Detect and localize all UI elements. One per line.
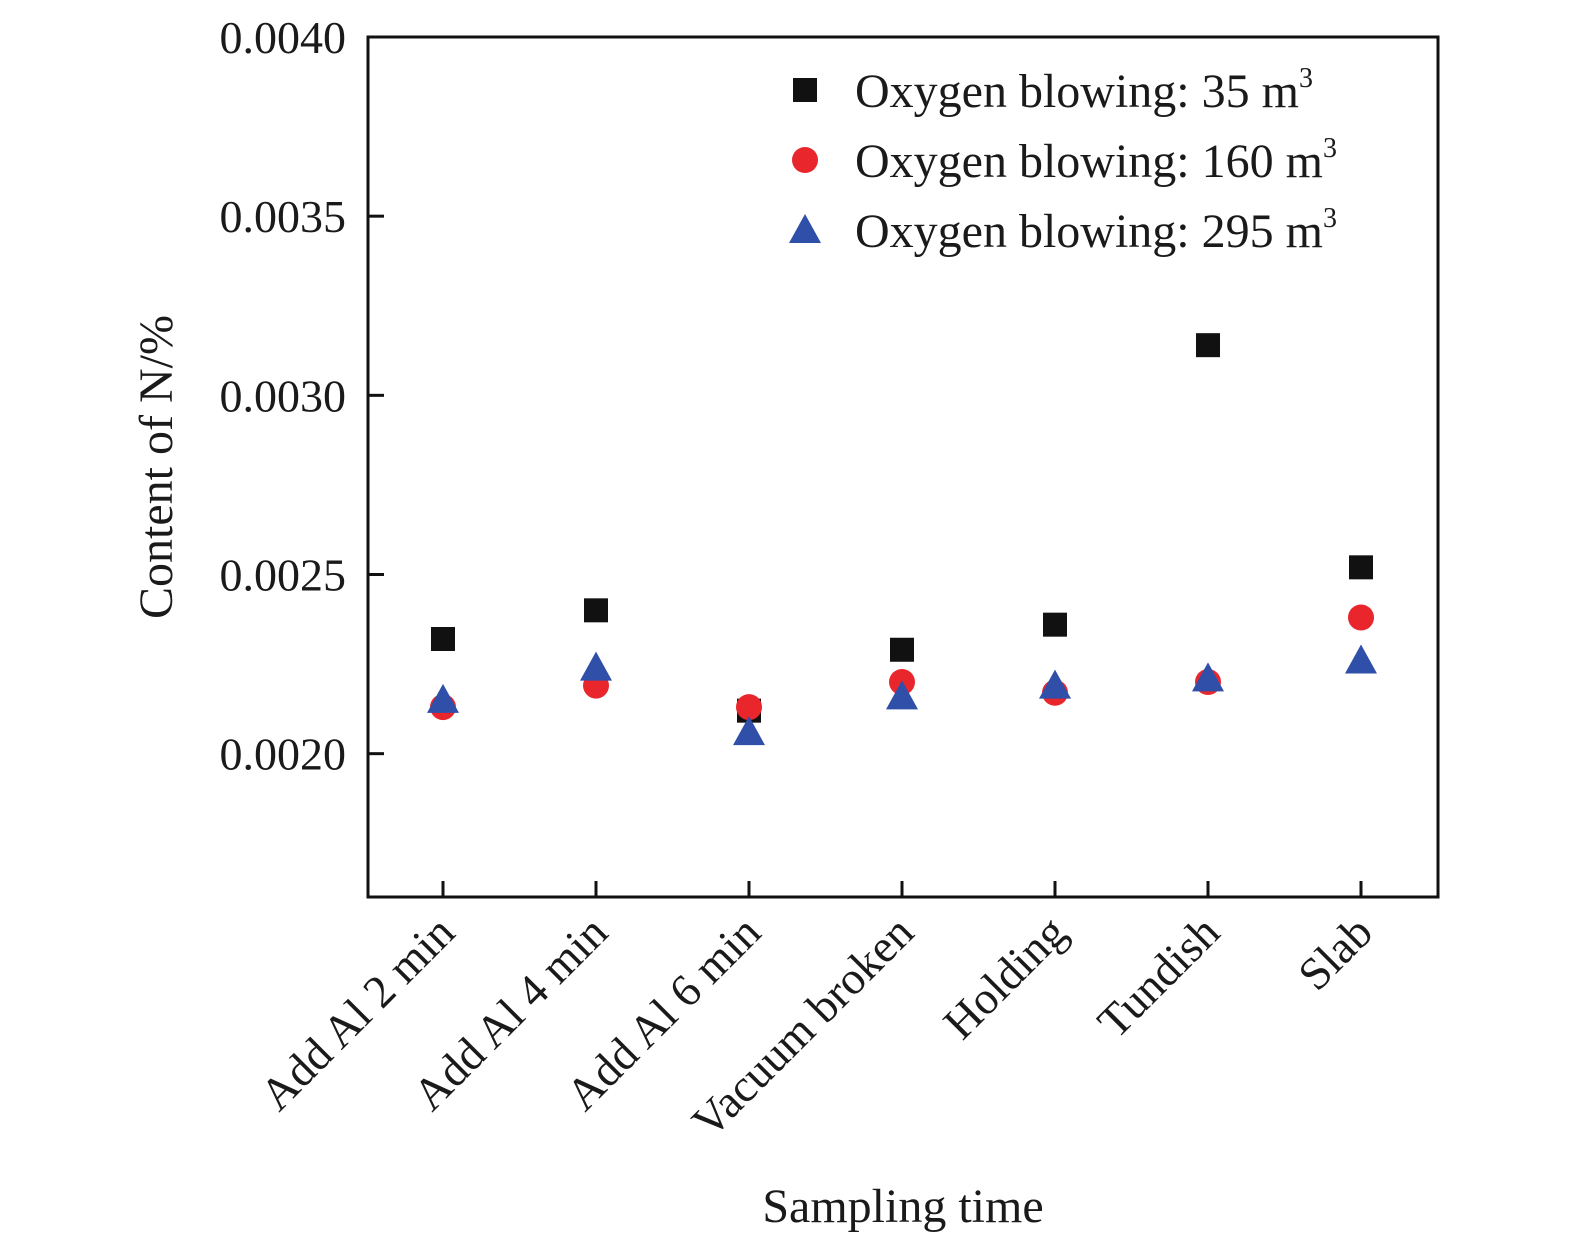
y-axis-title: Content of N/% (130, 315, 183, 619)
legend: Oxygen blowing: 35 m3 Oxygen blowing: 160… (789, 63, 1337, 258)
x-tick-label: Tundish (1088, 906, 1230, 1048)
y-tick-label: 0.0020 (220, 729, 347, 780)
x-tick-label: Slab (1288, 906, 1382, 1000)
data-point-series-2 (1348, 604, 1374, 631)
data-point-series-3 (427, 683, 459, 713)
y-tick-label: 0.0025 (220, 550, 347, 601)
legend-label-series-1: Oxygen blowing: 35 m3 (855, 63, 1313, 118)
data-point-series-1 (1349, 555, 1373, 580)
data-points (427, 333, 1377, 746)
y-tick-label: 0.0035 (220, 191, 347, 242)
data-point-series-1 (890, 637, 914, 662)
y-tick-label: 0.0040 (220, 12, 347, 63)
x-axis-title: Sampling time (762, 1180, 1043, 1233)
legend-label-series-2: Oxygen blowing: 160 m3 (855, 133, 1337, 188)
data-point-series-3 (733, 716, 765, 746)
legend-marker-series-2 (792, 147, 818, 173)
data-point-series-3 (580, 651, 612, 681)
data-point-series-1 (431, 627, 455, 651)
data-point-series-1 (1043, 612, 1067, 637)
legend-marker-series-3 (789, 214, 821, 243)
data-point-series-1 (1196, 333, 1220, 358)
data-point-series-2 (736, 694, 762, 721)
y-axis: 0.0020 0.0025 0.0030 0.0035 0.0040 (220, 12, 384, 780)
x-tick-label: Holding (933, 906, 1076, 1049)
data-point-series-3 (1039, 669, 1071, 699)
legend-label-series-3: Oxygen blowing: 295 m3 (855, 203, 1337, 258)
data-point-series-3 (1192, 662, 1224, 692)
y-tick-label: 0.0030 (220, 370, 347, 421)
data-point-series-1 (584, 598, 608, 623)
data-point-series-3 (1345, 644, 1377, 674)
legend-marker-series-1 (793, 78, 817, 102)
data-point-series-3 (886, 680, 918, 710)
